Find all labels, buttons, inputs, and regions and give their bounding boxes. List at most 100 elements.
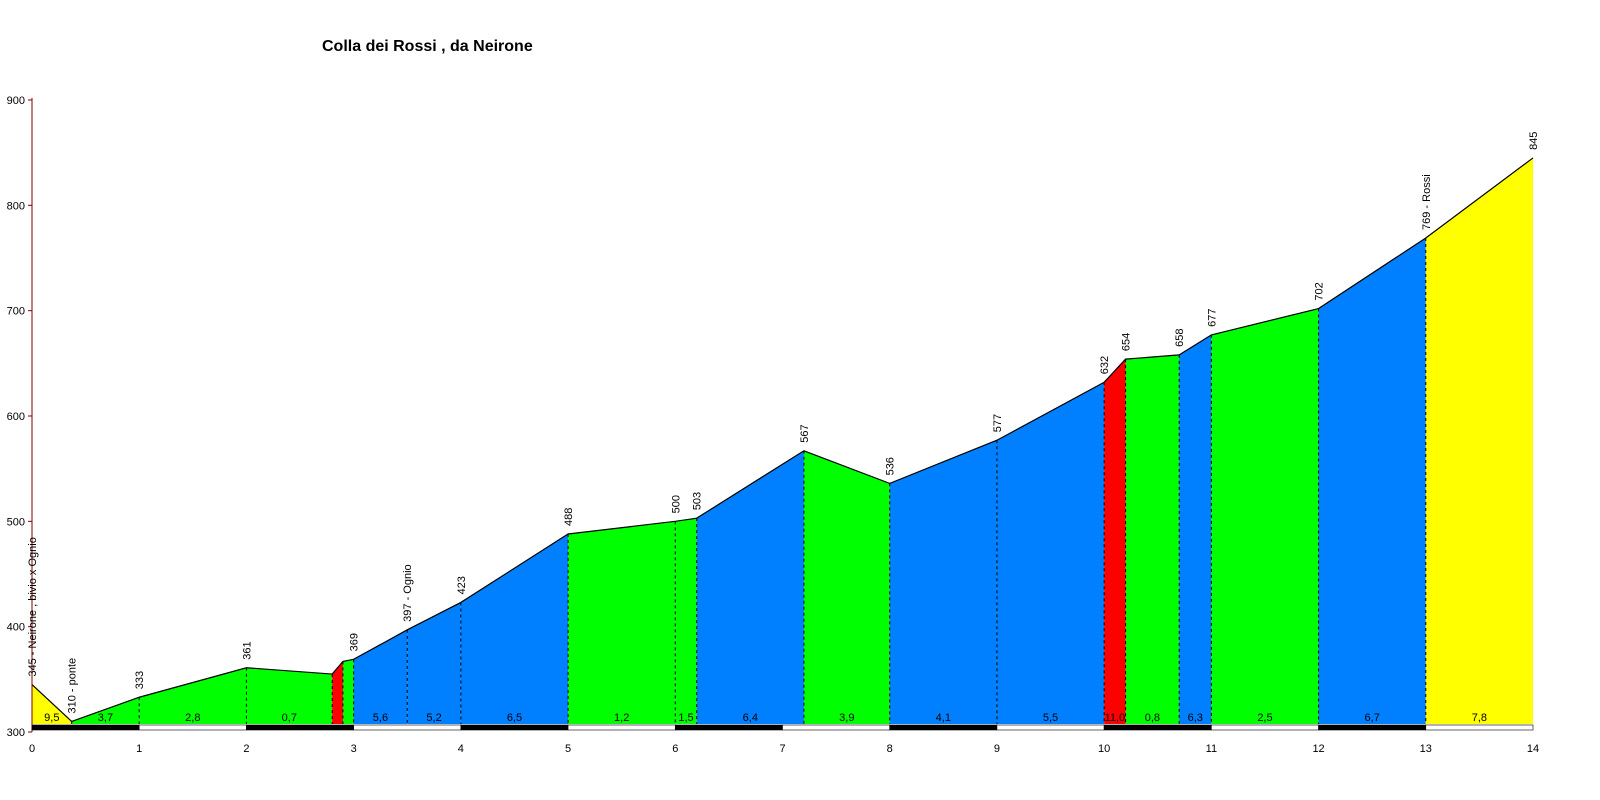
- segment-grade-label: 3,7: [98, 712, 113, 724]
- point-elevation-label: 577: [992, 414, 1004, 432]
- point-elevation-labels: 345 - Neirone , bivio x Ognio 310 - ponte…: [27, 132, 1540, 714]
- segment-area: [1211, 308, 1319, 724]
- x-tick-label: 14: [1527, 743, 1539, 755]
- chart-title: Colla dei Rossi , da Neirone: [322, 38, 533, 55]
- km-bar-block: [138, 724, 247, 731]
- profile-line-group: [31, 157, 1534, 723]
- segment-dividers: [71, 237, 1427, 724]
- point-elevation-label: 345 - Neirone , bivio x Ognio: [27, 537, 39, 676]
- x-tick-label: 12: [1312, 743, 1324, 755]
- point-elevation-label: 567: [799, 424, 811, 442]
- segment-areas: [32, 157, 1533, 724]
- km-bar-block: [246, 724, 354, 731]
- point-elevation-label: 677: [1206, 309, 1218, 327]
- km-bar-block: [1103, 724, 1212, 731]
- segment-grade-label: 9,5: [44, 712, 59, 724]
- segment-area: [675, 518, 697, 724]
- km-bar-block: [674, 724, 783, 731]
- segment-grade-label: 5,5: [1043, 712, 1058, 724]
- segment-grade-label: 6,4: [743, 712, 758, 724]
- km-bar-block: [31, 724, 140, 731]
- y-tick-label: 900: [7, 95, 25, 107]
- segment-grade-label: 11,0: [1105, 712, 1126, 724]
- segment-grade-label: 3,9: [839, 712, 854, 724]
- x-tick-label: 8: [887, 743, 893, 755]
- y-tick-label: 400: [7, 622, 25, 634]
- x-tick-label: 2: [243, 743, 249, 755]
- profile-line: [31, 157, 1534, 723]
- km-bar: [31, 724, 1534, 731]
- segment-grade-label: 0,7: [282, 712, 297, 724]
- y-tick-label: 700: [7, 306, 25, 318]
- point-elevation-label: 654: [1121, 333, 1133, 351]
- point-elevation-label: 361: [241, 641, 253, 659]
- x-tick-label: 3: [351, 743, 357, 755]
- segment-grade-label: 5,6: [373, 712, 388, 724]
- y-tick-label: 800: [7, 200, 25, 212]
- segment-area: [568, 521, 676, 724]
- segment-grade-label: 1,5: [678, 712, 693, 724]
- point-elevation-label: 310 - ponte: [67, 658, 79, 714]
- segment-grade-label: 2,8: [185, 712, 200, 724]
- km-bar-block: [460, 724, 569, 731]
- segment-grade-label: 7,8: [1472, 712, 1487, 724]
- segment-grade-label: 6,7: [1365, 712, 1380, 724]
- segment-area: [407, 602, 461, 724]
- segment-grade-label: 0,8: [1145, 712, 1160, 724]
- segment-grade-label: 6,5: [507, 712, 522, 724]
- segment-area: [1318, 237, 1426, 724]
- segment-grade-label: 6,3: [1188, 712, 1203, 724]
- x-tick-label: 7: [779, 743, 785, 755]
- segment-grade-label: 2,5: [1257, 712, 1272, 724]
- km-bar-block: [889, 724, 998, 731]
- x-tick-label: 4: [458, 743, 464, 755]
- x-tick-label: 9: [994, 743, 1000, 755]
- segment-area: [460, 533, 569, 724]
- km-bar-block: [567, 724, 676, 731]
- x-tick-label: 10: [1098, 743, 1110, 755]
- x-tick-label: 6: [672, 743, 678, 755]
- axes: [28, 98, 33, 733]
- point-elevation-label: 369: [349, 633, 361, 651]
- segment-grade-label: 5,2: [426, 712, 441, 724]
- segment-area: [996, 382, 1105, 724]
- x-tick-label: 5: [565, 743, 571, 755]
- point-elevation-label: 488: [563, 508, 575, 526]
- segment-grade-label: 4,1: [936, 712, 951, 724]
- y-tick-label: 600: [7, 411, 25, 423]
- segment-grade-labels: 9,5 3,7 2,8 0,7 5,6 5,2 6,5 1,2 1,5 6,4 3,9 4,1 5,5 1…: [44, 712, 1487, 724]
- km-bar-block: [1425, 724, 1534, 731]
- km-bar-block: [1211, 724, 1319, 731]
- point-elevation-label: 500: [670, 495, 682, 513]
- point-elevation-label: 769 - Rossi: [1421, 174, 1433, 230]
- segment-area: [353, 629, 408, 724]
- segment-area: [246, 667, 333, 724]
- point-elevation-label: 702: [1314, 282, 1326, 300]
- segment-grade-label: 1,2: [614, 712, 629, 724]
- km-bar-block: [782, 724, 891, 731]
- point-elevation-label: 397 - Ognio: [402, 564, 414, 621]
- km-bar-block: [996, 724, 1105, 731]
- x-tick-label: 11: [1206, 743, 1217, 755]
- segment-area: [803, 450, 890, 724]
- segment-area: [1179, 334, 1212, 724]
- x-tick-label: 13: [1420, 743, 1432, 755]
- y-tick-label: 500: [7, 516, 25, 528]
- segment-area: [1104, 359, 1126, 724]
- y-tick-label: 300: [7, 727, 25, 739]
- km-bar-block: [1318, 724, 1427, 731]
- point-elevation-label: 658: [1174, 329, 1186, 347]
- point-elevation-label: 333: [134, 671, 146, 689]
- x-tick-label: 0: [29, 743, 35, 755]
- segment-area: [696, 450, 804, 724]
- segment-area: [332, 661, 343, 724]
- km-bar-block: [353, 724, 462, 731]
- x-tick-label: 1: [136, 743, 142, 755]
- segment-area: [139, 667, 247, 724]
- segment-area: [1125, 354, 1180, 724]
- point-elevation-label: 536: [885, 457, 897, 475]
- point-elevation-label: 503: [692, 492, 704, 510]
- point-elevation-label: 423: [456, 576, 468, 594]
